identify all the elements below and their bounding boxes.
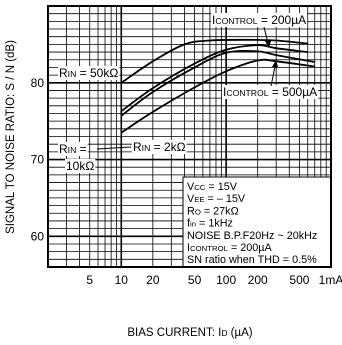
icontrol-500-label: ICONTROL = 500µA: [223, 85, 317, 99]
curve-annotations: ICONTROL = 200µA ICONTROL = 500µA RIN = 50…: [58, 13, 319, 173]
rin-10k-label-bg: [58, 142, 88, 156]
condition-line: RO = 27kΩ: [187, 205, 239, 217]
y-tick-label: 70: [31, 153, 45, 167]
series-curve: [120, 44, 308, 112]
rin-10k-value-label: 10kΩ: [66, 159, 94, 173]
rin-50k-label-bg: [58, 66, 120, 80]
rin-2k-label-bg: [132, 140, 187, 154]
condition-line: SN ratio when THD = 0.5%: [187, 254, 317, 266]
conditions-panel: [182, 176, 332, 268]
rin-10k-label: RIN =: [59, 142, 87, 156]
x-tick-label: 1mA: [319, 273, 342, 287]
y-tick-label: 60: [31, 229, 45, 243]
x-tick-label: 20: [146, 273, 160, 287]
icontrol-200-arrowhead: [265, 41, 271, 48]
condition-line: fin = 1kHz: [187, 218, 233, 230]
axis-tick-labels: 5 10 20 50 100 200 500 1mA 60 70 80: [31, 76, 342, 287]
icontrol-200-label: ICONTROL = 200µA: [212, 13, 306, 27]
series-curve: [120, 49, 315, 117]
x-tick-label: 5: [86, 273, 93, 287]
rin-10k-value-label-bg: [65, 159, 96, 173]
condition-line: ICONTROL = 200µA: [187, 242, 273, 254]
condition-line: NOISE B.P.F20Hz ~ 20kHz: [187, 230, 317, 242]
x-tick-label: 100: [216, 273, 236, 287]
x-tick-label: 500: [289, 273, 309, 287]
icontrol-500-label-bg: [222, 85, 319, 99]
series-curve: [120, 38, 308, 84]
rin-2k-label: RIN = 2kΩ: [133, 140, 186, 154]
x-tick-label: 200: [248, 273, 268, 287]
x-tick-label: 50: [188, 273, 202, 287]
icontrol-200-label-bg: [211, 13, 308, 27]
plot-frame: [47, 5, 332, 268]
x-axis-title: BIAS CURRENT: ID (µA): [127, 327, 252, 339]
condition-line: VCC = 15V: [187, 181, 238, 193]
condition-line: VEE = – 15V: [187, 193, 246, 205]
rin-50k-label: RIN = 50kΩ: [59, 66, 118, 80]
y-axis-title: SIGNAL TO NOISE RATIO: S / N (dB): [5, 40, 17, 234]
y-tick-label: 80: [31, 76, 45, 90]
rin-10k-leader: [96, 146, 132, 150]
x-tick-label: 10: [115, 273, 129, 287]
icontrol-500-arrowhead: [272, 60, 278, 67]
